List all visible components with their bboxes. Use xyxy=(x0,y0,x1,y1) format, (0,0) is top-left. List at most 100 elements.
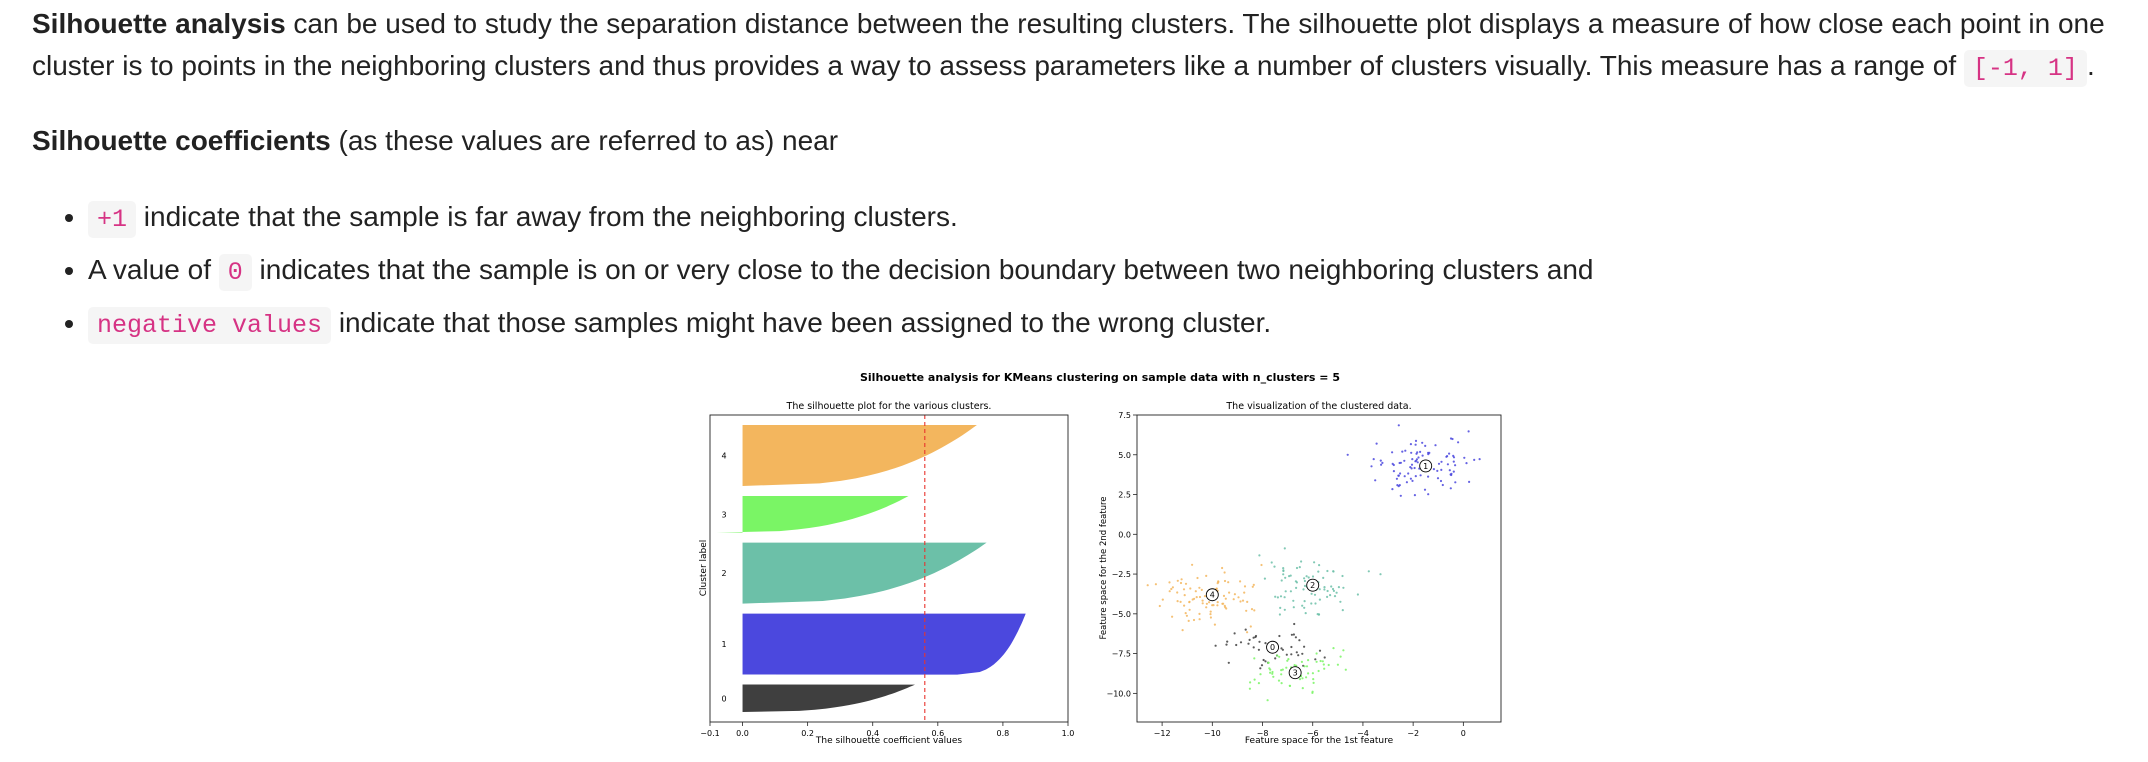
scatter-point xyxy=(1198,618,1201,621)
scatter-point xyxy=(1293,664,1296,667)
scatter-point xyxy=(1452,460,1455,463)
scatter-point xyxy=(1260,563,1263,567)
scatter-point xyxy=(1284,590,1287,593)
scatter-point xyxy=(1280,647,1283,650)
scatter-point xyxy=(1395,477,1398,480)
scatter-point xyxy=(1313,561,1316,564)
silhouette-figure-svg: Silhouette analysis for KMeans clusterin… xyxy=(699,371,1502,746)
scatter-point xyxy=(1214,644,1217,647)
scatter-point xyxy=(1463,456,1466,459)
scatter-point xyxy=(1176,579,1179,582)
scatter-point xyxy=(1298,639,1301,642)
scatter-point xyxy=(1185,614,1188,617)
scatter-point xyxy=(1232,598,1235,601)
scatter-point xyxy=(1457,441,1460,444)
scatter-point xyxy=(1171,615,1174,618)
scatter-point xyxy=(1253,678,1256,681)
scatter-point xyxy=(1259,673,1262,676)
scatter-point xyxy=(1161,598,1164,601)
silhouette-band-3 xyxy=(716,495,909,533)
scatter-point xyxy=(1249,625,1252,628)
scatter-point xyxy=(1316,613,1319,616)
scatter-point xyxy=(1277,679,1281,682)
scatter-point xyxy=(1298,678,1302,681)
scatter-point xyxy=(1399,472,1402,475)
scatter-point xyxy=(1397,424,1400,427)
scatter-point xyxy=(1314,602,1317,605)
scatter-point xyxy=(1294,636,1297,639)
scatter-point xyxy=(1448,469,1451,472)
scatter-point xyxy=(1451,437,1454,441)
scatter-point xyxy=(1449,487,1452,490)
scatter-point xyxy=(1193,597,1196,600)
scatter-point xyxy=(1222,602,1225,605)
scatter-point xyxy=(1330,585,1333,588)
cluster-center-marker xyxy=(1288,666,1302,680)
scatter-point xyxy=(1317,669,1320,673)
scatter-point xyxy=(1391,451,1394,454)
list-item: negative values indicate that those samp… xyxy=(88,298,1593,351)
scatter-point xyxy=(1289,590,1292,593)
scatter-point xyxy=(1305,665,1309,668)
scatter-point xyxy=(1233,593,1236,596)
scatter-point xyxy=(1467,430,1470,433)
scatter-point xyxy=(1478,458,1481,461)
scatter-point xyxy=(1410,451,1413,454)
scatter-point xyxy=(1436,469,1439,472)
scatter-point xyxy=(1250,608,1254,611)
silhouette-figure: Silhouette analysis for KMeans clusterin… xyxy=(690,355,1510,755)
scatter-point xyxy=(1307,659,1310,662)
scatter-point xyxy=(1303,645,1306,648)
scatter-point xyxy=(1209,613,1212,616)
scatter-point xyxy=(1403,459,1406,462)
scatter-point xyxy=(1381,461,1384,464)
scatter-point xyxy=(1419,450,1422,453)
scatter-point xyxy=(1216,601,1219,604)
silhouette-plot: The silhouette plot for the various clus… xyxy=(699,401,1074,746)
scatter-point xyxy=(1440,468,1443,471)
silhouette-band-0 xyxy=(742,684,915,712)
scatter-point xyxy=(1367,570,1370,573)
scatter-point xyxy=(1244,628,1247,631)
scatter-point xyxy=(1227,661,1230,664)
scatter-point xyxy=(1273,565,1276,568)
cluster-center-marker xyxy=(1205,588,1219,602)
y-tick-label: 0.0 xyxy=(1118,530,1131,539)
y-tick-label: 5.0 xyxy=(1118,451,1131,460)
scatter-point xyxy=(1468,480,1471,483)
scatter-point xyxy=(1335,591,1338,594)
scatter-point xyxy=(1195,596,1198,599)
scatter-point xyxy=(1319,659,1322,663)
silhouette-band-2 xyxy=(742,542,987,604)
scatter-point xyxy=(1228,591,1231,594)
scatter-point xyxy=(1263,577,1266,580)
coefficient-list: +1 indicate that the sample is far away … xyxy=(32,192,1593,351)
scatter-point xyxy=(1281,668,1284,671)
scatter-point xyxy=(1379,573,1382,576)
scatter-point xyxy=(1287,658,1290,661)
scatter-point xyxy=(1216,604,1219,607)
scatter-point xyxy=(1392,470,1395,473)
scatter-plot-frame xyxy=(1136,414,1502,723)
scatter-point xyxy=(1303,579,1306,583)
scatter-point xyxy=(1323,667,1326,670)
scatter-point xyxy=(1304,612,1307,615)
silhouette-cluster-label: 4 xyxy=(721,452,726,461)
scatter-point xyxy=(1253,657,1256,660)
x-tick-label: −0.1 xyxy=(700,729,719,738)
scatter-point xyxy=(1290,645,1293,649)
scatter-point xyxy=(1176,591,1179,594)
scatter-point xyxy=(1283,608,1286,611)
scatter-point xyxy=(1416,461,1419,464)
scatter-point xyxy=(1310,602,1313,605)
scatter-point xyxy=(1295,651,1298,654)
scatter-point xyxy=(1213,623,1216,626)
scatter-point xyxy=(1399,494,1402,497)
scatter-point xyxy=(1235,643,1238,647)
scatter-point xyxy=(1450,473,1453,477)
scatter-point xyxy=(1278,613,1281,616)
scatter-point xyxy=(1301,677,1304,680)
scatter-point xyxy=(1322,663,1325,666)
scatter-point xyxy=(1276,596,1279,599)
silhouette-cluster-label: 0 xyxy=(721,694,726,703)
